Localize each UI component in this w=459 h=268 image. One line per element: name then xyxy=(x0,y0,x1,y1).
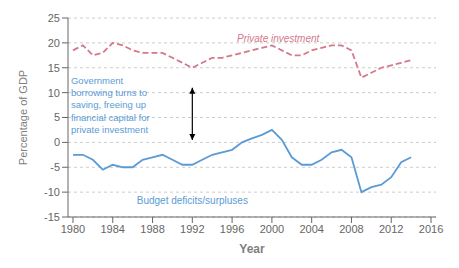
svg-text:25: 25 xyxy=(48,12,60,24)
svg-text:Percentage of GDP: Percentage of GDP xyxy=(17,70,29,165)
svg-text:Governmentborrowing turns tosa: Governmentborrowing turns tosaving, free… xyxy=(71,75,150,135)
svg-text:1984: 1984 xyxy=(101,223,125,235)
svg-text:Budget deficits/surpluses: Budget deficits/surpluses xyxy=(137,195,248,206)
svg-text:5: 5 xyxy=(54,111,60,123)
svg-text:1988: 1988 xyxy=(140,223,164,235)
svg-text:1996: 1996 xyxy=(220,223,244,235)
svg-text:Year: Year xyxy=(239,242,265,256)
svg-text:20: 20 xyxy=(48,37,60,49)
svg-text:2016: 2016 xyxy=(419,223,443,235)
svg-text:2000: 2000 xyxy=(260,223,284,235)
svg-text:2004: 2004 xyxy=(299,223,323,235)
svg-text:-10: -10 xyxy=(44,186,60,198)
svg-text:1992: 1992 xyxy=(180,223,204,235)
svg-text:1980: 1980 xyxy=(61,223,85,235)
svg-text:-15: -15 xyxy=(44,211,60,223)
svg-text:0: 0 xyxy=(54,136,60,148)
svg-text:Private investment: Private investment xyxy=(237,33,320,44)
svg-text:2012: 2012 xyxy=(379,223,403,235)
svg-text:15: 15 xyxy=(48,62,60,74)
svg-text:2008: 2008 xyxy=(339,223,363,235)
svg-text:10: 10 xyxy=(48,87,60,99)
svg-text:-5: -5 xyxy=(50,161,60,173)
